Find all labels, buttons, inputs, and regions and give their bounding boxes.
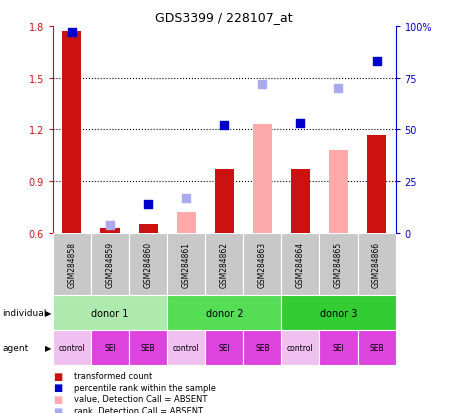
Bar (100, 228, 119, 233)
Bar (91, 330, 129, 366)
Point (220, 123, 228, 129)
Text: ■: ■ (53, 406, 62, 413)
Point (296, 121, 303, 127)
Bar (357, 233, 395, 295)
Text: percentile rank within the sample: percentile rank within the sample (73, 383, 215, 392)
Bar (53, 233, 91, 295)
Text: GSM284861: GSM284861 (181, 241, 190, 287)
Bar (91, 233, 129, 295)
Bar (290, 170, 309, 233)
Text: ■: ■ (53, 382, 62, 392)
Bar (281, 233, 319, 295)
Bar (357, 330, 395, 366)
Text: SEB: SEB (254, 344, 269, 352)
Text: GSM284866: GSM284866 (371, 241, 380, 287)
Text: ▶: ▶ (45, 343, 51, 352)
Text: control: control (286, 344, 313, 352)
Bar (167, 295, 281, 330)
Bar (319, 330, 357, 366)
Bar (281, 330, 319, 366)
Text: GSM284863: GSM284863 (257, 241, 266, 287)
Bar (167, 330, 205, 366)
Bar (366, 135, 385, 233)
Text: value, Detection Call = ABSENT: value, Detection Call = ABSENT (73, 394, 207, 404)
Text: GSM284862: GSM284862 (219, 241, 228, 287)
Text: GSM284864: GSM284864 (295, 241, 304, 287)
Point (372, 59, 380, 65)
Title: GDS3399 / 228107_at: GDS3399 / 228107_at (155, 11, 292, 24)
Text: GSM284859: GSM284859 (105, 241, 114, 287)
Bar (281, 295, 395, 330)
Bar (252, 125, 271, 233)
Text: ■: ■ (53, 371, 62, 381)
Point (182, 195, 190, 202)
Text: SEB: SEB (369, 344, 383, 352)
Text: agent: agent (2, 343, 28, 352)
Bar (129, 233, 167, 295)
Bar (205, 233, 243, 295)
Bar (243, 233, 281, 295)
Bar (243, 330, 281, 366)
Bar (319, 233, 357, 295)
Point (144, 201, 151, 208)
Point (106, 222, 113, 228)
Text: donor 3: donor 3 (319, 308, 356, 318)
Text: SEB: SEB (140, 344, 155, 352)
Bar (328, 151, 347, 233)
Bar (53, 295, 167, 330)
Text: donor 1: donor 1 (91, 308, 129, 318)
Text: SEI: SEI (332, 344, 344, 352)
Text: GSM284865: GSM284865 (333, 241, 342, 287)
Text: control: control (173, 344, 199, 352)
Text: transformed count: transformed count (73, 371, 151, 380)
Text: GSM284860: GSM284860 (143, 241, 152, 287)
Bar (62, 32, 81, 233)
Text: rank, Detection Call = ABSENT: rank, Detection Call = ABSENT (73, 406, 202, 413)
Bar (53, 330, 91, 366)
Bar (129, 330, 167, 366)
Text: ▶: ▶ (45, 308, 51, 317)
Point (68, 30, 75, 36)
Bar (167, 233, 205, 295)
Point (258, 81, 265, 88)
Text: control: control (58, 344, 85, 352)
Bar (176, 213, 195, 233)
Bar (205, 330, 243, 366)
Text: donor 2: donor 2 (205, 308, 242, 318)
Text: SEI: SEI (104, 344, 116, 352)
Bar (214, 170, 233, 233)
Text: SEI: SEI (218, 344, 230, 352)
Text: ■: ■ (53, 394, 62, 404)
Point (334, 85, 341, 92)
Bar (138, 225, 157, 233)
Text: individual: individual (2, 308, 46, 317)
Text: GSM284858: GSM284858 (67, 241, 76, 287)
